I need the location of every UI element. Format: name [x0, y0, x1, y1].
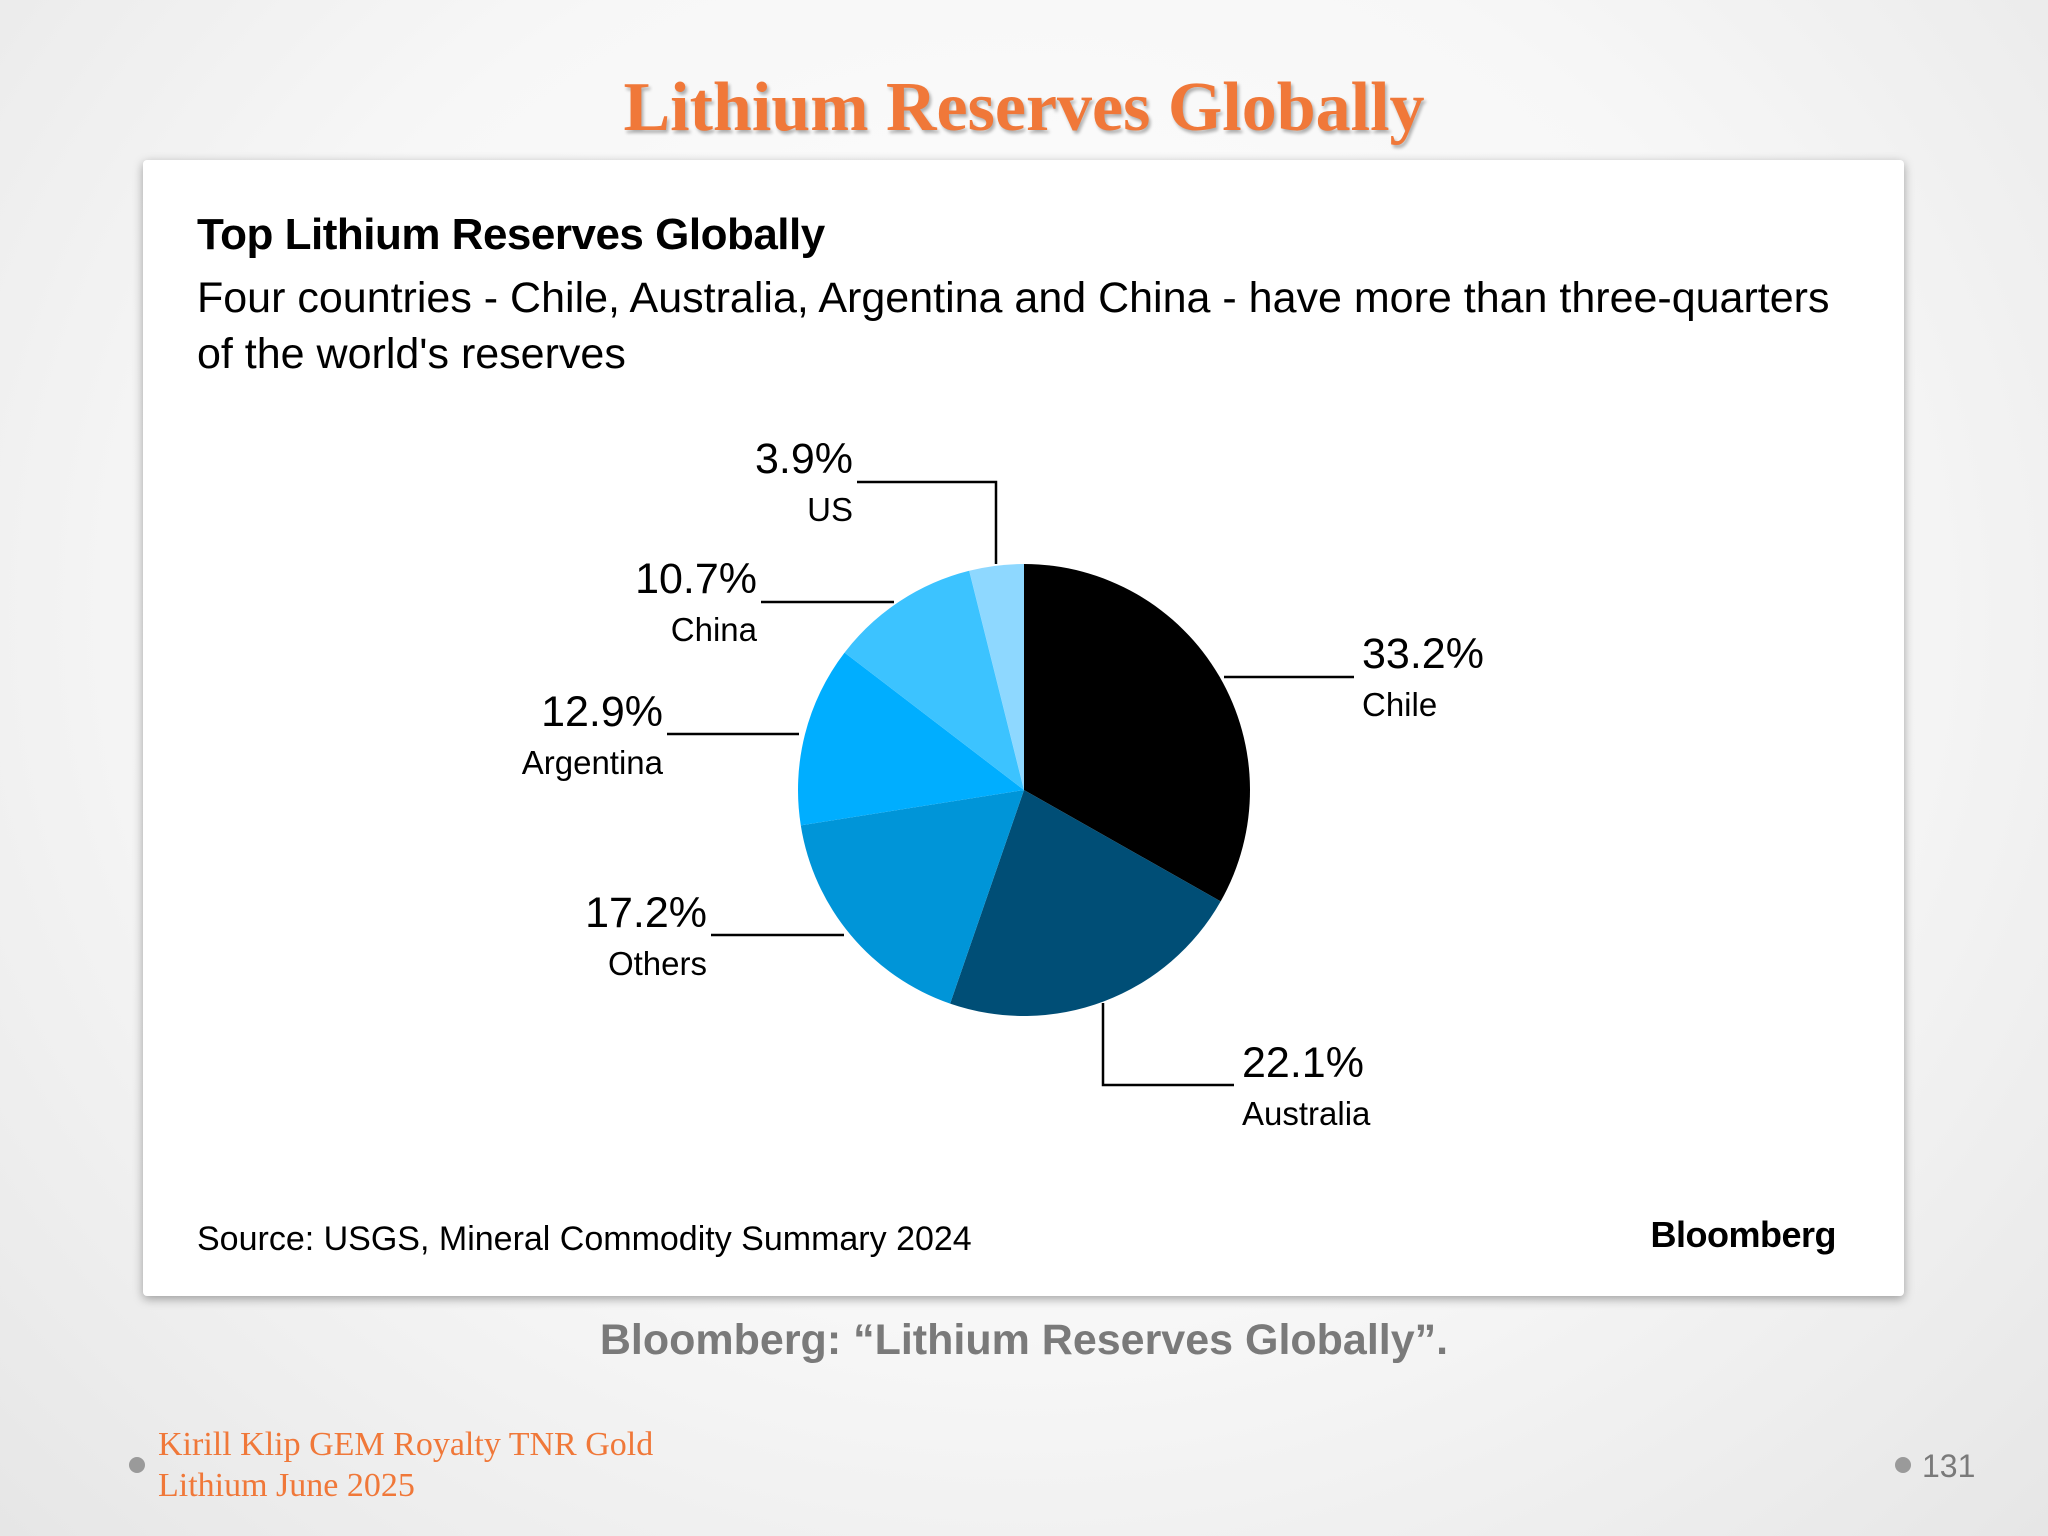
pie-chart: 33.2% Chile 22.1% Australia 17.2% Others 12.9%…	[522, 435, 1484, 1132]
data-label-us: 3.9%	[755, 435, 853, 483]
leader-line-australia	[1101, 1003, 1234, 1087]
chart-card: Top Lithium Reserves Globally Four count…	[143, 160, 1904, 1296]
chart-subtitle: Four countries - Chile, Australia, Argen…	[197, 274, 1830, 378]
chart-source: Source: USGS, Mineral Commodity Summary …	[197, 1220, 972, 1258]
page-number: 131	[1922, 1448, 1976, 1484]
pie-slice-us	[969, 564, 1024, 790]
leader-line-us	[857, 480, 998, 564]
footer-credit-line1: Kirill Klip GEM Royalty TNR Gold	[158, 1426, 654, 1463]
data-label-chile: 33.2%	[1362, 630, 1484, 678]
chart-title: Top Lithium Reserves Globally	[197, 210, 825, 259]
category-label-chile: Chile	[1362, 686, 1437, 723]
pie-slice-others	[800, 790, 1024, 1004]
slide-title: Lithium Reserves Globally	[623, 69, 1425, 146]
category-label-australia: Australia	[1242, 1095, 1371, 1132]
data-label-australia: 22.1%	[1242, 1039, 1364, 1087]
category-label-china: China	[671, 611, 758, 648]
data-label-argentina: 12.9%	[541, 688, 663, 736]
data-label-others: 17.2%	[585, 889, 707, 937]
category-label-us: US	[807, 491, 853, 528]
data-label-china: 10.7%	[635, 555, 757, 603]
footer-bullet-right	[1895, 1457, 1911, 1473]
category-label-argentina: Argentina	[522, 744, 664, 781]
pie-slice-australia	[950, 790, 1221, 1016]
pie-slice-china	[844, 570, 1024, 790]
pie-slice-chile	[1024, 564, 1250, 902]
category-label-others: Others	[608, 945, 707, 982]
slide-caption: Bloomberg: “Lithium Reserves Globally”.	[599, 1316, 1449, 1364]
pie-slice-argentina	[798, 652, 1024, 826]
footer-bullet-left	[129, 1457, 145, 1473]
bloomberg-logo: Bloomberg	[1650, 1214, 1836, 1255]
footer-credit: Kirill Klip GEM Royalty TNR Gold Lithium…	[158, 1424, 653, 1506]
footer-credit-line2: Lithium June 2025	[158, 1467, 415, 1504]
